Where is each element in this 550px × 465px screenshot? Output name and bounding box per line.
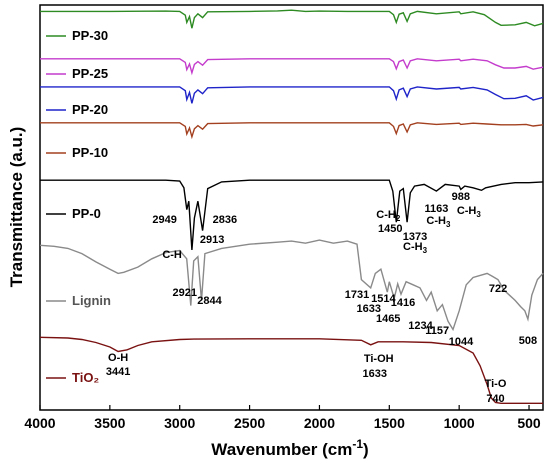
x-axis-title-superscript: -1: [352, 437, 363, 451]
peak-label: 1633: [362, 368, 386, 380]
legend-label-pp-30: PP-30: [72, 28, 108, 43]
x-tick-label: 4000: [24, 415, 55, 431]
x-tick-label: 1000: [444, 415, 475, 431]
peak-label-subscript: 2: [396, 214, 401, 223]
peak-label: 1234: [408, 320, 433, 332]
peak-label: C-H3: [457, 205, 482, 219]
series-traces: [39, 9, 544, 404]
x-tick-label: 1500: [374, 415, 405, 431]
peak-label-subscript: 3: [446, 220, 451, 229]
x-tick-label: 500: [517, 415, 541, 431]
peak-label: 3441: [106, 366, 130, 378]
peak-label: 2836: [213, 214, 237, 226]
peak-label: 1373: [403, 231, 427, 243]
peak-label: 1157: [425, 325, 449, 337]
peak-label: 740: [486, 393, 504, 405]
peak-label: 722: [489, 283, 507, 295]
legend-label-pp-10: PP-10: [72, 145, 108, 160]
y-axis-title: Transmittance (a.u.): [7, 127, 26, 288]
legend-label-pp-20: PP-20: [72, 102, 108, 117]
x-tick-label: 3000: [164, 415, 195, 431]
x-tick-label: 3500: [94, 415, 125, 431]
x-tick-label: 2000: [304, 415, 335, 431]
x-axis-ticks: 4000 3500 3000 2500 2000 1500 1000 500: [24, 405, 541, 431]
peak-label: 2844: [197, 295, 222, 307]
series-labels: PP-30 PP-25 PP-20 PP-10 PP-0 Lignin TiO₂: [46, 28, 111, 385]
peak-label: 1450: [378, 223, 402, 235]
series-line-tio: [39, 336, 543, 404]
peak-label: Ti-O: [485, 378, 507, 390]
peak-label: C-H2: [376, 209, 401, 223]
peak-label: 2949: [152, 214, 176, 226]
x-tick-label: 2500: [234, 415, 265, 431]
series-line-pp-25: [40, 58, 544, 76]
x-axis-title-close: ): [363, 440, 369, 459]
series-line-pp-30: [40, 9, 544, 29]
peak-label: 1044: [449, 336, 474, 348]
legend-label-lignin: Lignin: [72, 293, 111, 308]
series-line-lignin: [39, 239, 544, 332]
peak-label: O-H: [108, 352, 128, 364]
peak-label: 2913: [200, 234, 224, 246]
peak-label: C-H: [162, 249, 182, 261]
series-line-pp-20: [40, 86, 544, 104]
legend-label-pp-25: PP-25: [72, 66, 108, 81]
x-axis-title: Wavenumber (cm-1): [211, 437, 368, 459]
peak-label: 1514: [371, 293, 396, 305]
peak-label: 1465: [376, 313, 400, 325]
legend-label-pp-0: PP-0: [72, 206, 101, 221]
series-line-pp-0: [40, 179, 544, 250]
peak-label: 508: [519, 335, 537, 347]
peak-label: 1731: [345, 289, 369, 301]
peak-label: C-H3: [403, 241, 428, 255]
peak-label: C-H3: [426, 215, 451, 229]
peak-annotations: 2949 28362913C-HC-H214501373C-H31163C-H39…: [106, 191, 537, 405]
peak-label-subscript: 3: [423, 246, 428, 255]
peak-label-subscript: 3: [476, 210, 481, 219]
legend-label-tio: TiO₂: [72, 370, 99, 385]
peak-label: 2921: [173, 287, 197, 299]
plot-frame: [39, 4, 544, 411]
peak-label: 988: [452, 191, 470, 203]
peak-label: 1163: [424, 203, 448, 215]
peak-label: Ti-OH: [364, 353, 394, 365]
x-axis-title-main: Wavenumber (cm: [211, 440, 352, 459]
peak-label: 1416: [391, 297, 415, 309]
series-line-pp-10: [40, 122, 544, 140]
peak-label: 1633: [356, 303, 380, 315]
